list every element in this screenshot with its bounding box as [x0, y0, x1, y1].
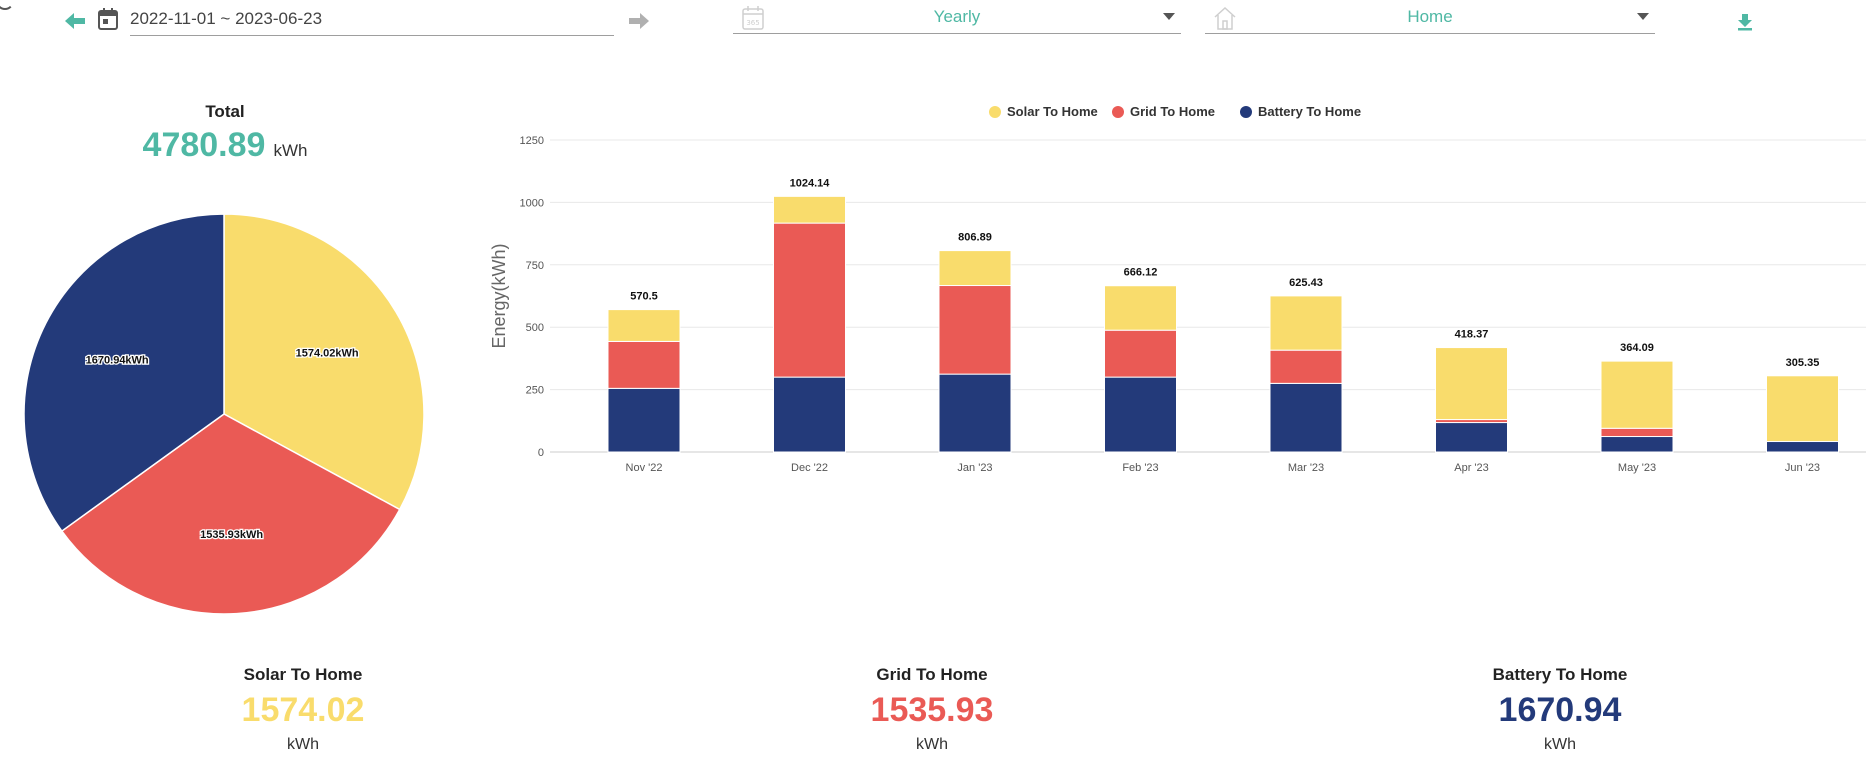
download-button[interactable]: [1730, 8, 1760, 36]
x-tick-label: Apr '23: [1454, 462, 1489, 474]
bar-segment-battery[interactable]: [607, 387, 681, 453]
y-tick-label: 1000: [520, 197, 544, 209]
svg-text:365: 365: [746, 19, 759, 27]
legend-battery[interactable]: Battery To Home: [1240, 104, 1361, 119]
y-tick-label: 750: [526, 260, 544, 272]
legend-label: Grid To Home: [1130, 104, 1215, 119]
period-select[interactable]: 365 Yearly: [733, 4, 1181, 34]
bar-total-label: 305.35: [1786, 357, 1820, 369]
bar-segment-grid[interactable]: [1104, 329, 1177, 378]
calendar-365-icon: 365: [742, 6, 764, 30]
summary-solar: Solar To Home 1574.02 kWh: [163, 665, 443, 754]
y-tick-label: 500: [526, 322, 544, 334]
energy-pie-chart: 1574.02kWh 1535.93kWh 1670.94kWh: [23, 213, 425, 615]
summary-grid-label: Grid To Home: [876, 665, 988, 684]
bar-segment-solar[interactable]: [1104, 285, 1177, 331]
bar-segment-solar[interactable]: [773, 195, 846, 224]
bar-segment-grid[interactable]: [607, 340, 681, 389]
bar-segment-solar[interactable]: [1766, 375, 1839, 443]
bar-segment-grid[interactable]: [1269, 349, 1343, 384]
pie-slice-solar[interactable]: [223, 213, 425, 511]
toolbar: 2022-11-01 ~ 2023-06-23 365 Yearly Home: [0, 0, 1866, 44]
period-select-value: Yearly: [933, 7, 981, 26]
x-tick-label: Mar '23: [1288, 462, 1324, 474]
x-tick-label: Jun '23: [1785, 462, 1820, 474]
pie-data-label: 1670.94kWh: [86, 354, 149, 366]
summary-battery: Battery To Home 1670.94 kWh: [1420, 665, 1700, 754]
y-axis-label: Energy(kWh): [489, 243, 509, 348]
total-unit: kWh: [273, 141, 308, 160]
bar-segment-solar[interactable]: [1435, 347, 1508, 421]
chevron-down-icon: [1163, 13, 1175, 20]
pie-slice-grid[interactable]: [60, 413, 401, 615]
arrow-left-icon: [65, 13, 85, 29]
total-value: 4780.89: [142, 126, 266, 164]
bar-total-label: 364.09: [1620, 342, 1654, 354]
legend-label: Solar To Home: [1007, 104, 1098, 119]
legend-grid[interactable]: Grid To Home: [1112, 104, 1215, 119]
x-tick-label: Dec '22: [791, 462, 828, 474]
pie-data-label: 1574.02kWh: [296, 348, 359, 360]
bar-segment-battery[interactable]: [1269, 382, 1343, 453]
pie-data-label: 1535.93kWh: [200, 529, 263, 541]
refresh-icon[interactable]: [0, 0, 14, 10]
bar-segment-battery[interactable]: [938, 373, 1012, 453]
legend-marker-icon: [989, 106, 1001, 118]
bar-total-label: 1024.14: [790, 177, 831, 189]
summary-solar-unit: kWh: [287, 736, 319, 753]
bar-total-label: 666.12: [1124, 267, 1158, 279]
bar-segment-battery[interactable]: [1435, 422, 1508, 453]
prev-period-button[interactable]: [60, 8, 90, 34]
bar-segment-battery[interactable]: [1766, 441, 1839, 453]
y-tick-label: 1250: [520, 135, 544, 147]
summary-battery-label: Battery To Home: [1492, 665, 1628, 684]
arrow-right-icon: [629, 13, 649, 29]
x-tick-label: Feb '23: [1122, 462, 1158, 474]
y-tick-label: 0: [538, 447, 544, 459]
bar-segment-solar[interactable]: [1600, 360, 1674, 429]
bar-segment-solar[interactable]: [1269, 295, 1343, 351]
legend-label: Battery To Home: [1258, 104, 1361, 119]
total-label: Total: [205, 102, 245, 121]
bar-total-label: 570.5: [630, 291, 658, 303]
bar-total-label: 806.89: [958, 232, 992, 244]
summary-solar-value: 1574.02: [241, 691, 365, 729]
legend-marker-icon: [1112, 106, 1124, 118]
bar-segment-grid[interactable]: [773, 222, 846, 378]
bar-segment-grid[interactable]: [1600, 427, 1674, 438]
date-range-input[interactable]: 2022-11-01 ~ 2023-06-23: [130, 6, 614, 36]
site-select[interactable]: Home: [1205, 4, 1655, 34]
bar-segment-solar[interactable]: [607, 309, 681, 342]
pie-slice-battery[interactable]: [23, 213, 225, 533]
x-tick-label: May '23: [1618, 462, 1656, 474]
chevron-down-icon: [1637, 13, 1649, 20]
x-tick-label: Jan '23: [957, 462, 992, 474]
bar-segment-grid[interactable]: [938, 285, 1012, 375]
x-tick-label: Nov '22: [626, 462, 663, 474]
summary-grid-value: 1535.93: [870, 691, 994, 729]
site-select-value: Home: [1407, 7, 1453, 26]
bar-segment-battery[interactable]: [773, 376, 846, 453]
bar-segment-battery[interactable]: [1104, 376, 1177, 453]
bar-segment-solar[interactable]: [938, 250, 1012, 287]
home-icon: [1214, 6, 1236, 30]
summary-battery-value: 1670.94: [1498, 691, 1622, 729]
download-icon: [1738, 14, 1752, 31]
summary-grid-unit: kWh: [916, 736, 948, 753]
bar-segment-battery[interactable]: [1600, 436, 1674, 453]
calendar-icon[interactable]: [97, 7, 119, 31]
bar-total-label: 625.43: [1289, 277, 1323, 289]
legend-solar[interactable]: Solar To Home: [989, 104, 1098, 119]
legend-marker-icon: [1240, 106, 1252, 118]
y-tick-label: 250: [526, 385, 544, 397]
next-period-button[interactable]: [624, 8, 654, 34]
summary-battery-unit: kWh: [1544, 736, 1576, 753]
total-summary: Total 4780.89 kWh: [125, 102, 325, 165]
bar-total-label: 418.37: [1455, 329, 1489, 341]
summary-solar-label: Solar To Home: [243, 665, 363, 684]
summary-grid: Grid To Home 1535.93 kWh: [792, 665, 1072, 754]
energy-bar-chart: Solar To Home Grid To Home Battery To Home…: [489, 104, 1866, 474]
